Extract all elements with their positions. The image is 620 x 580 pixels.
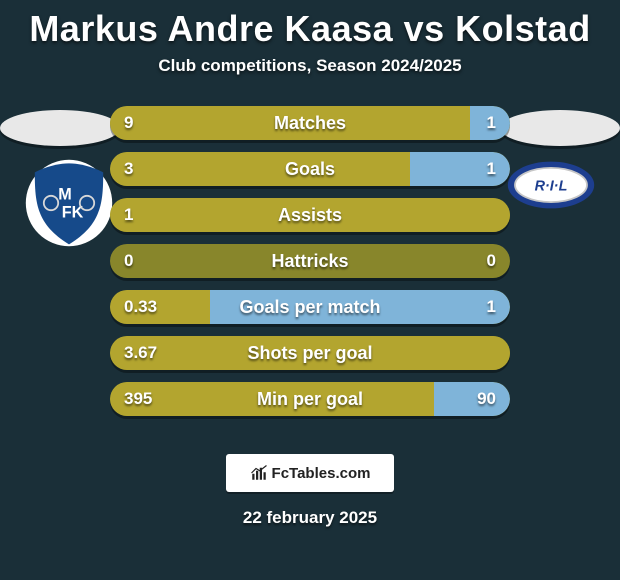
metric-row: 91Matches xyxy=(110,106,510,140)
metric-value-right: 1 xyxy=(473,152,510,186)
watermark: FcTables.com xyxy=(226,454,394,492)
metric-fill-right xyxy=(210,290,510,324)
metric-value-left: 9 xyxy=(110,106,147,140)
metric-value-left: 0.33 xyxy=(110,290,171,324)
page-title: Markus Andre Kaasa vs Kolstad xyxy=(0,0,620,50)
metric-fill-left xyxy=(110,106,470,140)
metric-value-right: 0 xyxy=(473,244,510,278)
metric-row: 31Goals xyxy=(110,152,510,186)
player-disc-right xyxy=(500,110,620,146)
metric-row: 3.67Shots per goal xyxy=(110,336,510,370)
chart-icon xyxy=(250,464,268,482)
metric-fill-left xyxy=(110,152,410,186)
club-badge-left: M FK xyxy=(24,158,114,248)
metric-value-left: 3.67 xyxy=(110,336,171,370)
metric-value-right: 90 xyxy=(463,382,510,416)
metric-fill-left xyxy=(110,198,510,232)
metric-track xyxy=(110,106,510,140)
metric-value-left: 1 xyxy=(110,198,147,232)
metric-bars: 91Matches31Goals1Assists00Hattricks0.331… xyxy=(110,106,510,428)
footer-date: 22 february 2025 xyxy=(0,508,620,528)
club-badge-right: R·I·L xyxy=(506,158,596,248)
metric-row: 39590Min per goal xyxy=(110,382,510,416)
metric-value-left: 3 xyxy=(110,152,147,186)
metric-track xyxy=(110,244,510,278)
metric-value-left: 395 xyxy=(110,382,166,416)
metric-value-right xyxy=(482,198,510,232)
metric-value-right: 1 xyxy=(473,106,510,140)
metric-value-left: 0 xyxy=(110,244,147,278)
svg-text:M: M xyxy=(58,185,71,203)
watermark-text: FcTables.com xyxy=(272,465,371,482)
player-disc-left xyxy=(0,110,120,146)
metric-row: 0.331Goals per match xyxy=(110,290,510,324)
metric-value-right xyxy=(482,336,510,370)
page-subtitle: Club competitions, Season 2024/2025 xyxy=(0,56,620,76)
ril-text: R·I·L xyxy=(535,178,568,194)
metric-value-right: 1 xyxy=(473,290,510,324)
metric-track xyxy=(110,152,510,186)
metric-row: 1Assists xyxy=(110,198,510,232)
metric-row: 00Hattricks xyxy=(110,244,510,278)
metric-track xyxy=(110,382,510,416)
comparison-arena: M FK R·I·L 91Matches31Goals1Assists00Hat… xyxy=(0,86,620,516)
metric-track xyxy=(110,198,510,232)
